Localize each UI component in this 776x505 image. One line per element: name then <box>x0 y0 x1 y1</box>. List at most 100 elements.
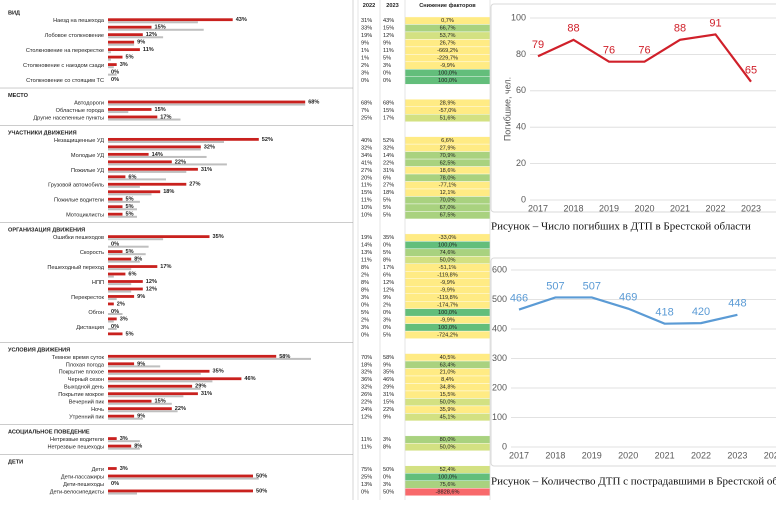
table-cell: 11% <box>361 445 372 451</box>
value-label: 68% <box>308 99 319 105</box>
bar-prev <box>108 103 306 106</box>
row-label: Ночь <box>91 407 104 413</box>
bar <box>108 182 187 186</box>
value-label: 9% <box>137 361 145 367</box>
bar-prev <box>108 111 129 114</box>
bar <box>108 18 233 22</box>
bar-prev <box>108 21 198 24</box>
row-label: Дети-пассажиры <box>61 474 104 480</box>
table-cell: 25% <box>361 474 372 480</box>
value-label: 0% <box>111 242 119 248</box>
value-label: 46% <box>244 376 255 382</box>
bar <box>108 280 143 283</box>
bar-prev <box>108 28 204 31</box>
table-cell: 34% <box>361 153 372 159</box>
table-cell: 36% <box>361 377 372 383</box>
table-cell: 6,6% <box>441 138 454 144</box>
table-cell: -724,2% <box>437 332 458 338</box>
bar-prev <box>108 275 114 278</box>
caption: Рисунок – Количество ДТП с пострадавшими… <box>491 476 776 488</box>
table-cell: 68% <box>361 100 372 106</box>
table-cell: -174,7% <box>437 302 458 308</box>
value-label: 0% <box>111 309 119 315</box>
table-cell: 17% <box>383 265 394 271</box>
table-cell: 58% <box>383 355 394 361</box>
table-cell: 100,0% <box>438 310 457 316</box>
bar-prev <box>108 417 143 420</box>
data-label: 76 <box>638 45 650 57</box>
table-cell: 50% <box>383 489 394 495</box>
value-label: 43% <box>236 17 247 23</box>
table-cell: 63,4% <box>440 362 456 368</box>
row-label: Мотоциклисты <box>66 213 104 219</box>
row-label: Столкновение на перекрестке <box>26 48 104 54</box>
bar <box>108 369 210 373</box>
value-label: 2% <box>117 301 125 307</box>
bar <box>108 362 135 366</box>
table-cell: 31% <box>361 18 372 24</box>
table-cell: 78,0% <box>440 175 456 181</box>
bar-prev <box>108 492 137 495</box>
bar-prev <box>108 298 117 301</box>
table-cell: 0% <box>361 489 369 495</box>
y-axis-label: Погибшие, чел. <box>502 77 512 141</box>
table-cell: 5% <box>383 205 391 211</box>
bar <box>108 152 149 156</box>
table-cell: 11% <box>361 198 372 204</box>
y-tick-label: 500 <box>492 294 507 304</box>
table-cell: 3% <box>383 317 391 323</box>
table-cell: 32% <box>361 145 372 151</box>
table-cell: 3% <box>383 482 391 488</box>
table-cell: 15% <box>383 108 394 114</box>
table-cell: 80,0% <box>440 437 456 443</box>
y-tick-label: 0 <box>502 441 507 451</box>
bar-prev <box>108 357 311 360</box>
bar <box>108 287 143 291</box>
value-label: 5% <box>126 55 134 61</box>
table-cell: 3% <box>383 437 391 443</box>
bar-prev <box>108 283 132 286</box>
data-label: 418 <box>655 307 673 319</box>
section-title: ВИД <box>8 11 20 17</box>
table-cell: 70,0% <box>440 198 456 204</box>
table-cell: 5% <box>383 213 391 219</box>
series-line <box>518 296 738 325</box>
bar-prev <box>108 395 184 398</box>
section-title: ОРГАНИЗАЦИЯ ДВИЖЕНИЯ <box>8 228 85 234</box>
table-cell: 2% <box>361 273 369 279</box>
section-title: УЧАСТНИКИ ДВИЖЕНИЯ <box>8 130 77 136</box>
table-cell: 9% <box>383 415 391 421</box>
table-cell: 2% <box>361 317 369 323</box>
bar <box>108 265 158 268</box>
y-tick-label: 400 <box>492 323 507 333</box>
bar-prev <box>108 402 172 405</box>
value-label: 58% <box>279 354 290 360</box>
table-cell: -33,0% <box>439 235 457 241</box>
table-cell: 15% <box>383 26 394 32</box>
y-tick-label: 80 <box>516 49 526 59</box>
y-tick-label: 40 <box>516 122 526 132</box>
table-cell: -119,8% <box>437 273 457 279</box>
value-label: 5% <box>126 197 134 203</box>
row-label: Лобовое столкновение <box>45 33 104 39</box>
value-label: 12% <box>146 286 157 292</box>
table-cell: 50% <box>383 467 394 473</box>
data-label: 469 <box>619 292 637 304</box>
bar-prev <box>108 58 111 61</box>
value-label: 50% <box>256 488 267 494</box>
bar <box>108 145 201 149</box>
bar <box>108 437 117 440</box>
bar-prev <box>108 200 140 203</box>
bar-prev <box>108 163 227 166</box>
table-cell: 0% <box>383 310 391 316</box>
row-label: Дети-велосипедисты <box>50 489 104 495</box>
table-cell: 14% <box>361 243 372 249</box>
table-cell: -77,1% <box>439 183 457 189</box>
bar <box>108 295 135 298</box>
value-label: 15% <box>155 399 166 405</box>
table-cell: 9% <box>383 295 391 301</box>
section-title: ДЕТИ <box>8 460 23 466</box>
table-cell: 32% <box>383 145 394 151</box>
value-label: 0% <box>111 77 119 83</box>
bar <box>108 108 152 111</box>
